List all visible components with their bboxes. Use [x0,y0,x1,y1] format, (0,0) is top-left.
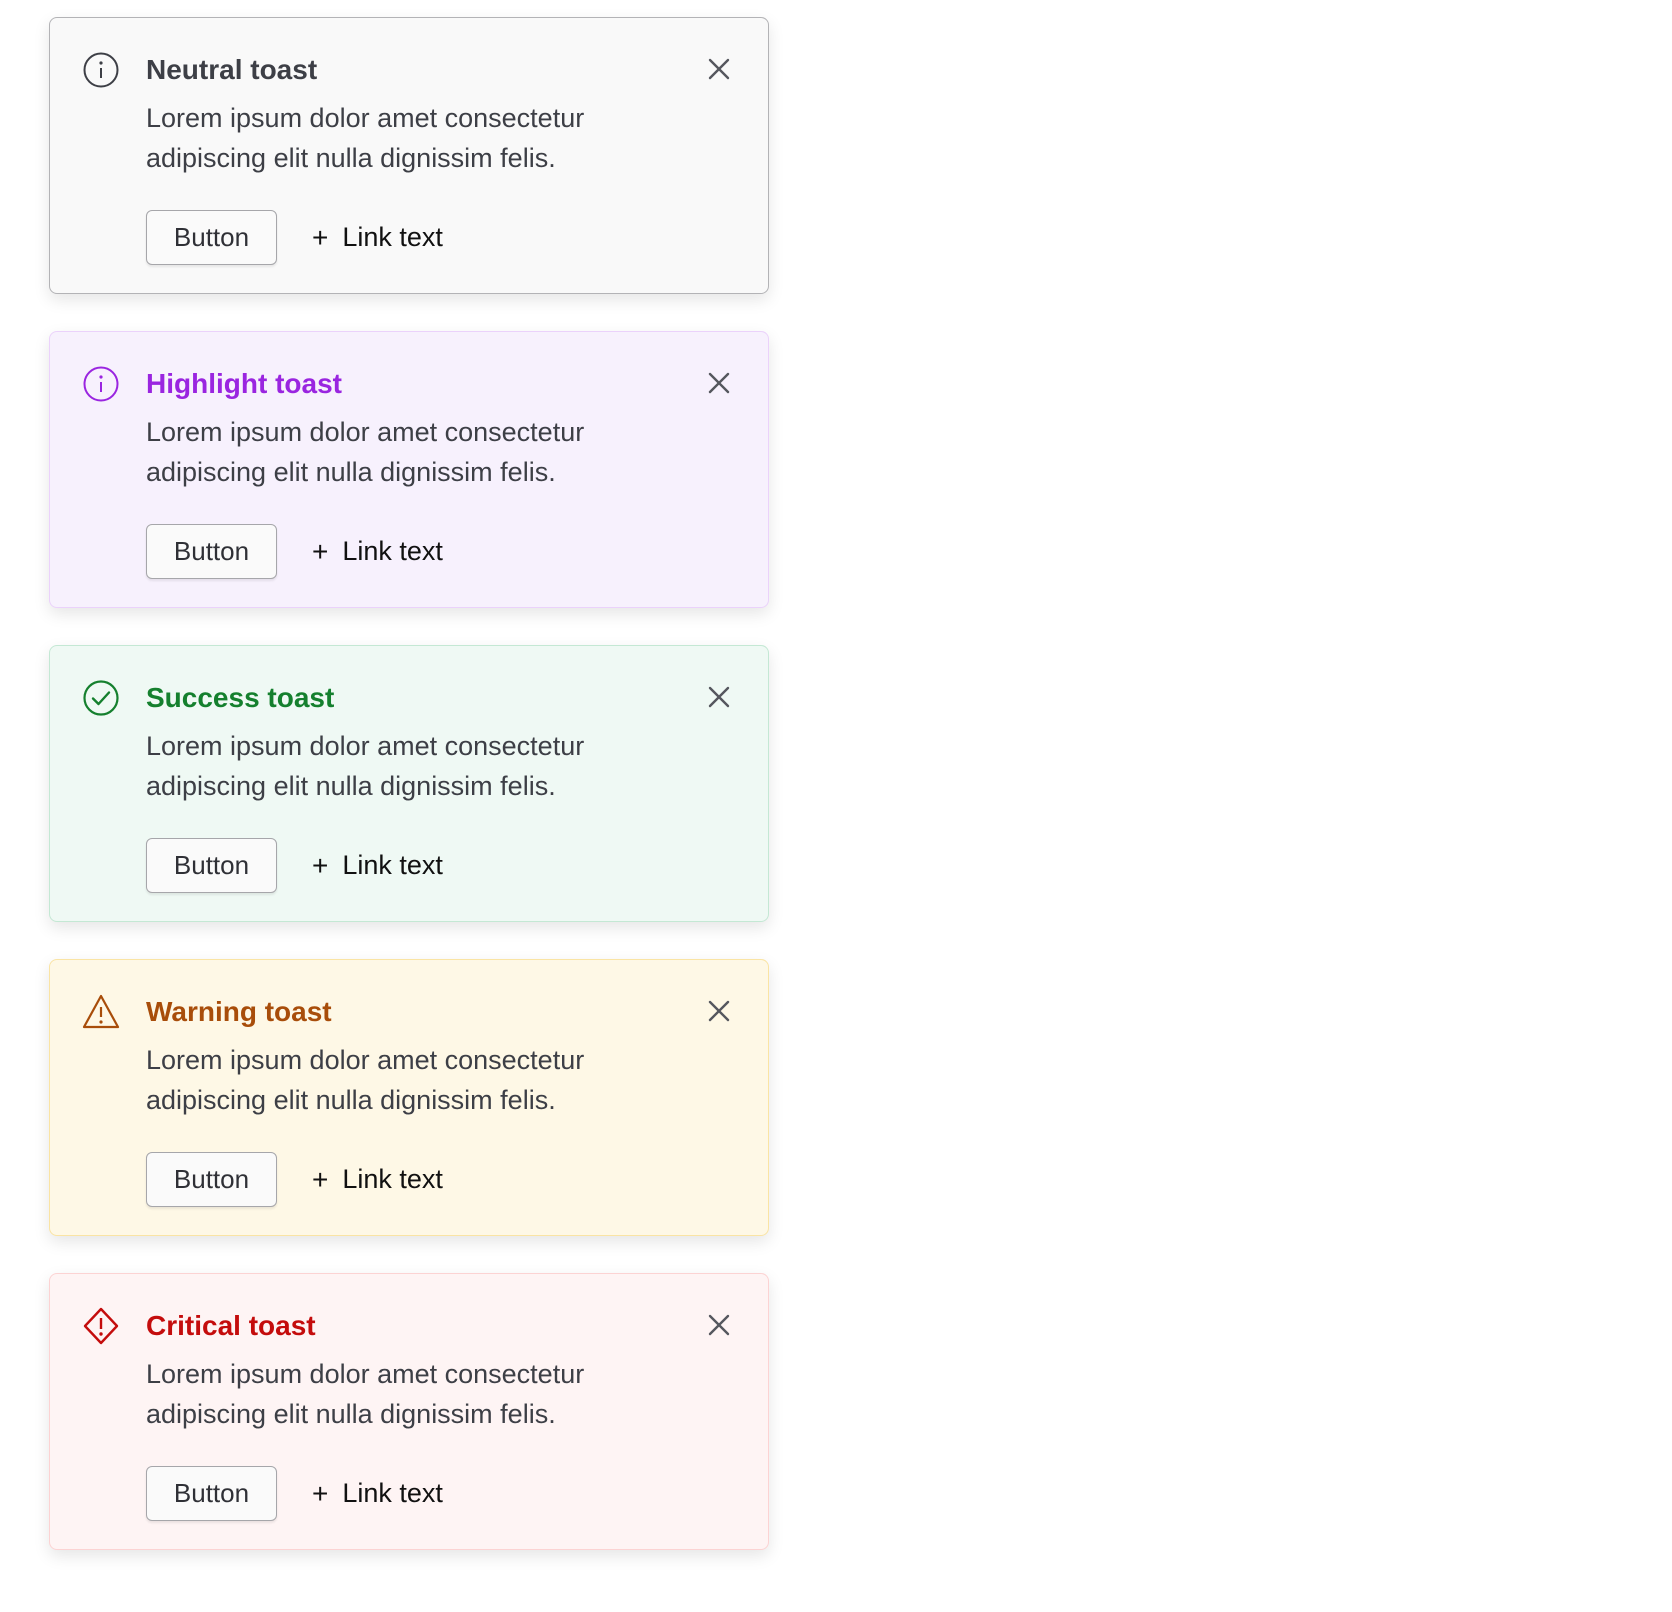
toast-link[interactable]: + Link text [312,210,443,265]
toast-success: Success toast Lorem ipsum dolor amet con… [49,645,769,922]
toast-action-button[interactable]: Button [146,210,277,265]
link-label: Link text [342,1164,443,1194]
close-icon[interactable] [704,1310,734,1340]
link-label: Link text [342,536,443,566]
plus-icon: + [312,1477,329,1509]
toast-neutral: Neutral toast Lorem ipsum dolor amet con… [49,17,769,294]
info-icon [82,365,120,403]
toast-message: Lorem ipsum dolor amet consectetur adipi… [146,417,585,487]
plus-icon: + [312,1163,329,1195]
toast-link[interactable]: + Link text [312,524,443,579]
toast-message: Lorem ipsum dolor amet consectetur adipi… [146,1045,585,1115]
toast-link[interactable]: + Link text [312,1152,443,1207]
critical-diamond-icon [82,1307,120,1345]
toast-warning: Warning toast Lorem ipsum dolor amet con… [49,959,769,1236]
toast-title: Highlight toast [146,368,342,399]
toast-title: Warning toast [146,996,332,1027]
close-icon[interactable] [704,54,734,84]
toast-action-button[interactable]: Button [146,838,277,893]
toast-action-button[interactable]: Button [146,1466,277,1521]
toast-highlight: Highlight toast Lorem ipsum dolor amet c… [49,331,769,608]
check-circle-icon [82,679,120,717]
toast-title: Neutral toast [146,54,318,85]
warning-triangle-icon [82,993,120,1031]
toast-message: Lorem ipsum dolor amet consectetur adipi… [146,731,585,801]
link-label: Link text [342,222,443,252]
plus-icon: + [312,849,329,881]
close-icon[interactable] [704,368,734,398]
toast-link[interactable]: + Link text [312,1466,443,1521]
toast-title: Critical toast [146,1310,316,1341]
link-label: Link text [342,850,443,880]
plus-icon: + [312,535,329,567]
close-icon[interactable] [704,682,734,712]
close-icon[interactable] [704,996,734,1026]
toast-action-button[interactable]: Button [146,524,277,579]
plus-icon: + [312,221,329,253]
toast-message: Lorem ipsum dolor amet consectetur adipi… [146,1359,585,1429]
toast-message: Lorem ipsum dolor amet consectetur adipi… [146,103,585,173]
info-icon [82,51,120,89]
toast-action-button[interactable]: Button [146,1152,277,1207]
toast-link[interactable]: + Link text [312,838,443,893]
toast-critical: Critical toast Lorem ipsum dolor amet co… [49,1273,769,1550]
toast-title: Success toast [146,682,335,713]
link-label: Link text [342,1478,443,1508]
